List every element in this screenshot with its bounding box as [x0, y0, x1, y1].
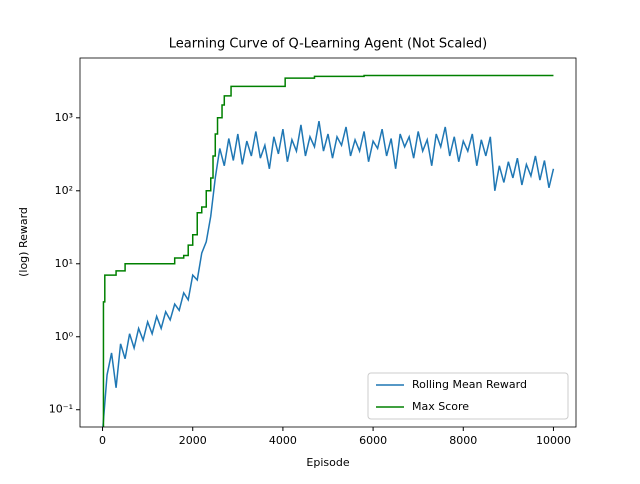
- x-tick-label: 6000: [359, 434, 387, 447]
- y-tick-label: 10¹: [55, 257, 73, 270]
- x-tick-label: 8000: [449, 434, 477, 447]
- line-series: [102, 121, 555, 427]
- x-tick-label: 2000: [179, 434, 207, 447]
- y-tick-label: 10⁰: [55, 330, 74, 343]
- x-tick-label: 10000: [536, 434, 571, 447]
- y-axis-label: (log) Reward: [17, 207, 30, 277]
- y-tick-label: 10²: [55, 184, 73, 197]
- x-tick-label: 4000: [269, 434, 297, 447]
- x-tick-label: 0: [99, 434, 106, 447]
- legend-label: Max Score: [412, 400, 469, 413]
- legend-label: Rolling Mean Reward: [412, 378, 527, 391]
- x-axis-label: Episode: [306, 456, 349, 469]
- line-series: [102, 74, 554, 427]
- legend-box: [367, 372, 569, 420]
- y-tick-label: 10³: [55, 111, 73, 124]
- chart-title: Learning Curve of Q-Learning Agent (Not …: [169, 37, 487, 52]
- plot-area: [102, 74, 555, 427]
- y-tick-label: 10⁻¹: [49, 403, 73, 416]
- axes-frame: [79, 57, 577, 428]
